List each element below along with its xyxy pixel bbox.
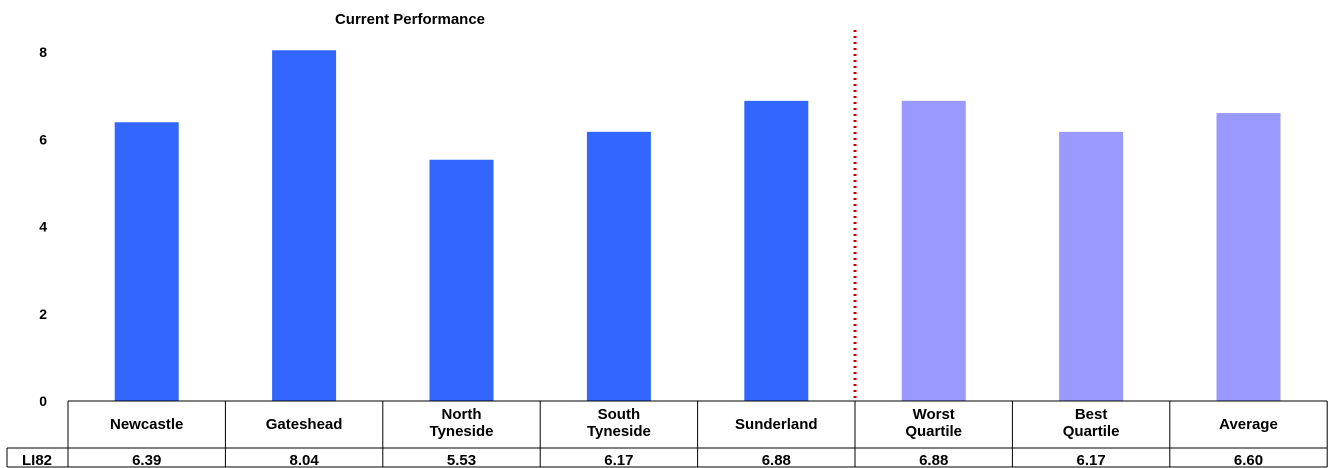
data-label: 6.39 <box>132 452 161 468</box>
y-tick-label: 0 <box>39 393 47 409</box>
y-tick-label: 6 <box>39 131 47 147</box>
bar <box>744 100 809 402</box>
x-tick-label: Gateshead <box>266 416 343 433</box>
data-label: 5.53 <box>447 452 476 468</box>
data-table: LI82 Newcastle 6.39 Gateshead 8.04 North Tynes… <box>6 400 1328 468</box>
bar <box>586 131 651 402</box>
y-axis-ticks: 0 2 4 6 8 <box>39 44 47 409</box>
bar <box>1059 131 1124 402</box>
chart-title: Current Performance <box>335 11 485 28</box>
x-tick-label: Average <box>1219 416 1278 433</box>
data-label: 6.17 <box>1076 452 1105 468</box>
data-label: 8.04 <box>289 452 319 468</box>
bar <box>901 100 966 402</box>
x-tick-label: North Tyneside <box>430 406 494 440</box>
y-tick-label: 4 <box>39 219 47 235</box>
y-tick-label: 2 <box>39 306 47 322</box>
bars <box>114 50 1281 402</box>
x-tick-label: Best Quartile <box>1063 406 1120 440</box>
bar <box>114 122 179 401</box>
data-label: 6.60 <box>1234 452 1263 468</box>
data-label: 6.17 <box>604 452 633 468</box>
bar <box>429 159 494 401</box>
bar <box>272 50 337 401</box>
y-tick-label: 8 <box>39 44 47 60</box>
x-tick-label: Worst Quartile <box>905 406 962 440</box>
data-label: 6.88 <box>762 452 791 468</box>
x-tick-label: Sunderland <box>735 416 818 433</box>
x-tick-label: South Tyneside <box>587 406 651 440</box>
data-label: 6.88 <box>919 452 948 468</box>
bar <box>1216 113 1281 401</box>
x-tick-label: Newcastle <box>110 416 183 433</box>
table-row-label: LI82 <box>22 452 52 468</box>
